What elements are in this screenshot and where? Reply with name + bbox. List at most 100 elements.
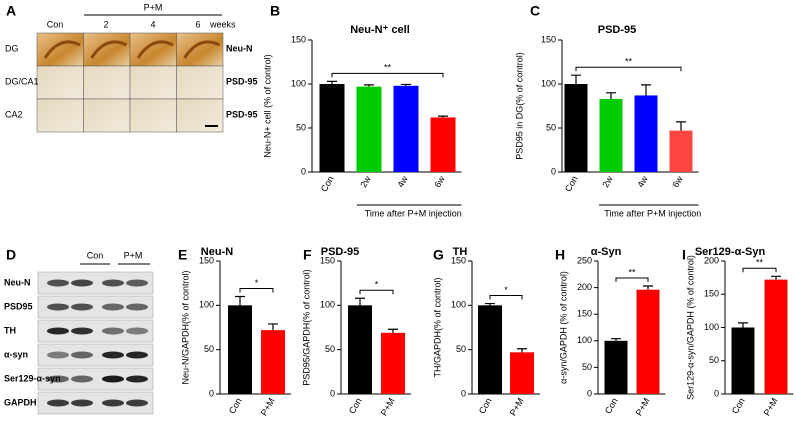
dg-structure xyxy=(183,40,221,59)
x-tick-label: 4w xyxy=(635,174,650,189)
y-tick-label: 50 xyxy=(709,355,719,365)
significance-label: * xyxy=(375,280,379,290)
blot-band xyxy=(126,303,148,311)
blot-band xyxy=(47,351,69,359)
x-tick-label: Con xyxy=(347,396,364,415)
bar xyxy=(604,340,628,394)
error-bar xyxy=(611,338,621,341)
y-tick-label: 150 xyxy=(541,34,556,44)
micrograph xyxy=(83,32,131,67)
blot-band xyxy=(102,399,124,407)
y-tick-label: 100 xyxy=(541,78,556,88)
chart-title: PSD-95 xyxy=(598,24,637,36)
column-label: P+M xyxy=(144,2,163,12)
x-tick-label: 2w xyxy=(600,174,615,189)
column-label: Con xyxy=(47,19,64,29)
blot-strip xyxy=(37,295,154,319)
blot-band xyxy=(102,327,124,335)
significance-label: ** xyxy=(628,267,636,277)
x-tick-label: 4w xyxy=(395,174,410,189)
x-tick-label: Con xyxy=(227,396,244,415)
column-label: 4 xyxy=(150,19,155,29)
y-tick-label: 100 xyxy=(577,335,592,345)
y-axis-label: Neu-N/GAPDH(% of control) xyxy=(180,270,190,384)
bar xyxy=(764,279,788,394)
bar xyxy=(319,84,345,172)
y-tick-label: 0 xyxy=(330,388,335,398)
y-tick-label: 100 xyxy=(704,322,719,332)
error-bar xyxy=(571,74,581,84)
significance-label: * xyxy=(255,278,259,288)
error-bar xyxy=(485,302,495,306)
y-tick-label: 200 xyxy=(577,282,592,292)
column-label: P+M xyxy=(124,250,143,260)
x-tick-label: Con xyxy=(319,174,336,193)
micrograph xyxy=(83,65,131,100)
blot-strip xyxy=(37,271,154,295)
stain-label: PSD-95 xyxy=(226,76,258,86)
panel-letter: D xyxy=(6,247,16,263)
row-label: PSD95 xyxy=(4,301,33,311)
y-tick-label: 150 xyxy=(451,255,466,265)
chart-title: TH xyxy=(453,246,468,258)
x-tick-label: P+M xyxy=(634,396,652,417)
x-axis-label: Time after P+M injection xyxy=(365,208,462,218)
row-label: CA2 xyxy=(5,109,23,119)
stain-label: Neu-N xyxy=(226,43,253,53)
significance-label: * xyxy=(504,285,508,295)
y-tick-label: 0 xyxy=(587,388,592,398)
bar xyxy=(348,305,372,394)
chart-title: Neu-N⁺ cell xyxy=(350,24,410,36)
column-label: Con xyxy=(87,250,104,260)
bar xyxy=(599,98,623,172)
error-bar xyxy=(364,84,374,87)
panel-letter: H xyxy=(555,247,565,263)
y-tick-label: 100 xyxy=(451,300,466,310)
y-axis-label: TH/GAPDH(% of control) xyxy=(432,277,442,377)
panel-letter: A xyxy=(6,3,16,19)
significance-bracket xyxy=(331,72,444,78)
y-axis-label: α-syn/GAPDH (% of control) xyxy=(558,271,568,384)
y-tick-label: 100 xyxy=(291,78,306,88)
bar xyxy=(564,84,588,172)
x-tick-label: Con xyxy=(603,396,620,415)
blot-band xyxy=(71,303,93,311)
significance-bracket xyxy=(359,289,394,295)
error-bar xyxy=(643,285,653,290)
x-tick-label: P+M xyxy=(508,396,526,417)
panel-letter: G xyxy=(433,247,444,263)
chart-title: α-Syn xyxy=(591,246,622,258)
x-tick-label: P+M xyxy=(379,396,397,417)
panel-letter: F xyxy=(303,247,312,263)
blot-band xyxy=(102,279,124,287)
y-axis-label: Ser129-α-syn/GAPDH (% of control) xyxy=(685,255,695,400)
dg-structure xyxy=(90,40,128,59)
bar xyxy=(430,117,456,172)
x-axis-label: Time after P+M injection xyxy=(604,208,701,218)
blot-strip xyxy=(37,391,154,415)
bar xyxy=(478,305,502,394)
bar xyxy=(228,305,252,394)
bar xyxy=(356,86,382,172)
error-bar xyxy=(401,83,411,86)
blot-band xyxy=(126,279,148,287)
y-axis-label: Neu-N+ cell (% of control) xyxy=(262,54,272,157)
micrograph xyxy=(36,98,84,133)
y-tick-label: 0 xyxy=(301,166,306,176)
error-bar xyxy=(268,323,278,331)
blot-band xyxy=(102,351,124,359)
bar xyxy=(669,130,693,172)
row-label: α-syn xyxy=(4,349,28,359)
y-tick-label: 150 xyxy=(320,255,335,265)
y-tick-label: 50 xyxy=(204,344,214,354)
blot-strip xyxy=(37,367,154,391)
error-bar xyxy=(355,297,365,306)
y-tick-label: 100 xyxy=(320,300,335,310)
y-tick-label: 0 xyxy=(209,388,214,398)
chart-title: Ser129-α-Syn xyxy=(695,246,766,258)
micrograph xyxy=(176,98,224,133)
unit-label: weeks xyxy=(209,19,236,29)
error-bar xyxy=(235,295,245,306)
column-label: 2 xyxy=(103,19,108,29)
